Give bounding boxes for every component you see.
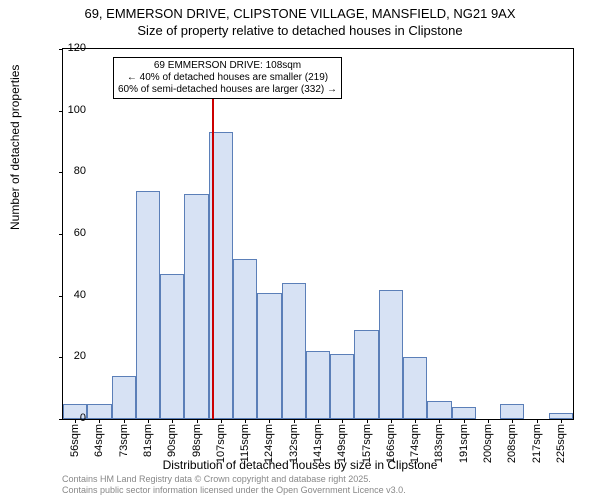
histogram-bar (136, 191, 160, 419)
x-tick-label: 132sqm (288, 424, 300, 463)
y-tick-mark (59, 234, 63, 235)
x-tick-mark (197, 419, 198, 423)
x-tick-mark (464, 419, 465, 423)
histogram-bar (330, 354, 354, 419)
x-tick-label: 208sqm (506, 424, 518, 463)
x-tick-mark (488, 419, 489, 423)
x-tick-label: 191sqm (458, 424, 470, 463)
histogram-bar (184, 194, 208, 419)
x-tick-mark (99, 419, 100, 423)
chart-container: 69, EMMERSON DRIVE, CLIPSTONE VILLAGE, M… (0, 0, 600, 500)
x-tick-label: 149sqm (336, 424, 348, 463)
title-line-1: 69, EMMERSON DRIVE, CLIPSTONE VILLAGE, M… (0, 6, 600, 23)
x-tick-mark (367, 419, 368, 423)
x-tick-mark (172, 419, 173, 423)
x-tick-label: 141sqm (312, 424, 324, 463)
x-tick-label: 81sqm (142, 424, 154, 457)
x-tick-mark (269, 419, 270, 423)
x-tick-mark (512, 419, 513, 423)
x-tick-mark (391, 419, 392, 423)
histogram-bar (500, 404, 524, 419)
x-tick-mark (245, 419, 246, 423)
x-tick-mark (342, 419, 343, 423)
x-tick-label: 56sqm (69, 424, 81, 457)
title-area: 69, EMMERSON DRIVE, CLIPSTONE VILLAGE, M… (0, 0, 600, 40)
y-tick-mark (59, 111, 63, 112)
attribution-line-1: Contains HM Land Registry data © Crown c… (62, 474, 406, 485)
annotation-line-3: 60% of semi-detached houses are larger (… (118, 84, 337, 96)
annotation-box: 69 EMMERSON DRIVE: 108sqm← 40% of detach… (113, 57, 342, 99)
y-tick-label: 120 (68, 42, 86, 54)
x-tick-label: 217sqm (531, 424, 543, 463)
annotation-line-2: ← 40% of detached houses are smaller (21… (118, 72, 337, 84)
y-tick-mark (59, 172, 63, 173)
x-tick-label: 183sqm (433, 424, 445, 463)
y-tick-mark (59, 357, 63, 358)
attribution-line-2: Contains public sector information licen… (62, 485, 406, 496)
y-axis-label: Number of detached properties (8, 65, 22, 230)
x-tick-mark (75, 419, 76, 423)
x-tick-mark (294, 419, 295, 423)
x-tick-label: 174sqm (409, 424, 421, 463)
annotation-line-1: 69 EMMERSON DRIVE: 108sqm (118, 60, 337, 72)
x-tick-mark (537, 419, 538, 423)
x-tick-mark (221, 419, 222, 423)
x-tick-mark (561, 419, 562, 423)
histogram-bar (306, 351, 330, 419)
histogram-bar (403, 357, 427, 419)
y-tick-mark (59, 49, 63, 50)
y-tick-label: 40 (74, 289, 86, 301)
histogram-bar (427, 401, 451, 420)
x-tick-mark (318, 419, 319, 423)
histogram-bar (452, 407, 476, 419)
y-tick-mark (59, 419, 63, 420)
title-line-2: Size of property relative to detached ho… (0, 23, 600, 40)
histogram-bar (282, 283, 306, 419)
y-tick-label: 60 (74, 227, 86, 239)
x-tick-label: 64sqm (93, 424, 105, 457)
x-tick-label: 115sqm (239, 424, 251, 462)
histogram-bar (257, 293, 281, 419)
y-tick-label: 20 (74, 350, 86, 362)
reference-marker-line (212, 67, 214, 419)
y-tick-label: 100 (68, 104, 86, 116)
histogram-bar (233, 259, 257, 419)
attribution-text: Contains HM Land Registry data © Crown c… (62, 474, 406, 496)
histogram-bar (379, 290, 403, 420)
x-tick-label: 157sqm (361, 424, 373, 463)
x-tick-mark (124, 419, 125, 423)
x-tick-label: 90sqm (166, 424, 178, 457)
y-tick-label: 0 (80, 412, 86, 424)
x-tick-label: 200sqm (482, 424, 494, 463)
x-tick-mark (439, 419, 440, 423)
x-tick-label: 98sqm (191, 424, 203, 457)
histogram-bar (354, 330, 378, 419)
y-tick-label: 80 (74, 165, 86, 177)
histogram-bar (160, 274, 184, 419)
x-tick-mark (415, 419, 416, 423)
chart-plot-area: 69 EMMERSON DRIVE: 108sqm← 40% of detach… (62, 48, 574, 420)
histogram-bar (112, 376, 136, 419)
x-tick-label: 225sqm (555, 424, 567, 463)
x-tick-label: 166sqm (385, 424, 397, 463)
x-tick-label: 107sqm (215, 424, 227, 463)
x-tick-mark (148, 419, 149, 423)
x-tick-label: 124sqm (263, 424, 275, 463)
histogram-bar (87, 404, 111, 419)
y-tick-mark (59, 296, 63, 297)
x-tick-label: 73sqm (118, 424, 130, 457)
